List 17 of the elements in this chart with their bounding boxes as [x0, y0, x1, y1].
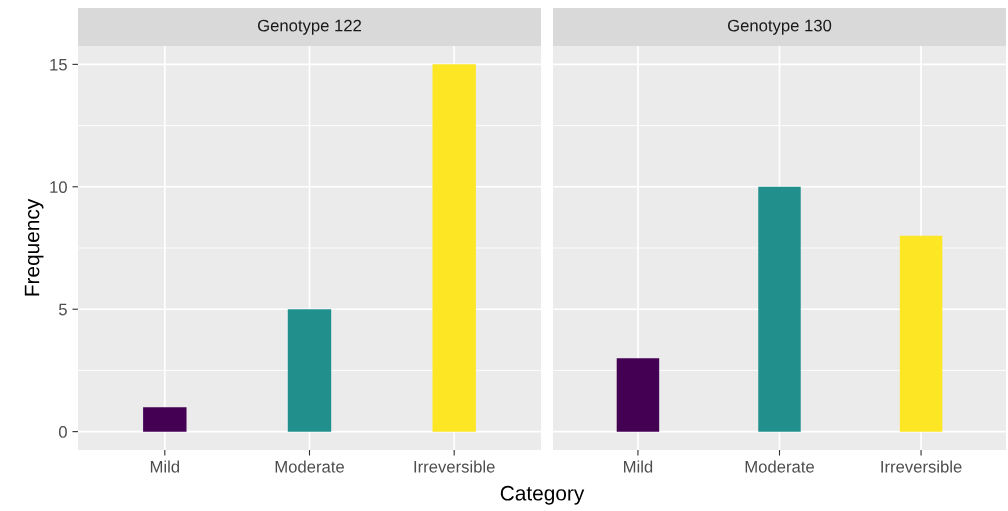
bar — [143, 407, 187, 432]
y-tick-label: 5 — [58, 303, 67, 316]
bar — [287, 309, 332, 432]
x-tick-label: Moderate — [275, 460, 344, 473]
x-tick-label: Irreversible — [414, 460, 495, 473]
x-axis-title: Category — [500, 485, 585, 505]
x-tick-label: Moderate — [745, 460, 814, 473]
x-tick-label: Irreversible — [881, 460, 962, 473]
y-tick-label: 15 — [50, 58, 67, 71]
chart-title: Genotype 130 — [727, 19, 832, 35]
x-tick-label: Mild — [624, 460, 653, 473]
y-tick-label: 0 — [58, 426, 67, 438]
y-tick-label: 10 — [50, 181, 67, 193]
bar — [432, 64, 476, 432]
chart-title: Genotype 122 — [257, 19, 362, 35]
x-tick-label: Mild — [150, 460, 180, 473]
y-axis-title: Frequency — [24, 198, 44, 296]
